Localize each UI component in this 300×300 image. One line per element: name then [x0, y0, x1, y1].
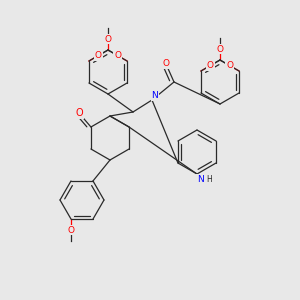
Text: O: O: [114, 51, 121, 60]
Text: O: O: [75, 108, 83, 118]
Text: O: O: [226, 61, 233, 70]
Text: N: N: [196, 175, 203, 184]
Text: O: O: [104, 34, 112, 43]
Text: O: O: [95, 51, 102, 60]
Text: O: O: [68, 226, 74, 235]
Text: O: O: [217, 44, 224, 53]
Text: O: O: [207, 61, 214, 70]
Text: N: N: [152, 92, 158, 100]
Text: H: H: [206, 175, 212, 184]
Text: O: O: [163, 59, 170, 68]
